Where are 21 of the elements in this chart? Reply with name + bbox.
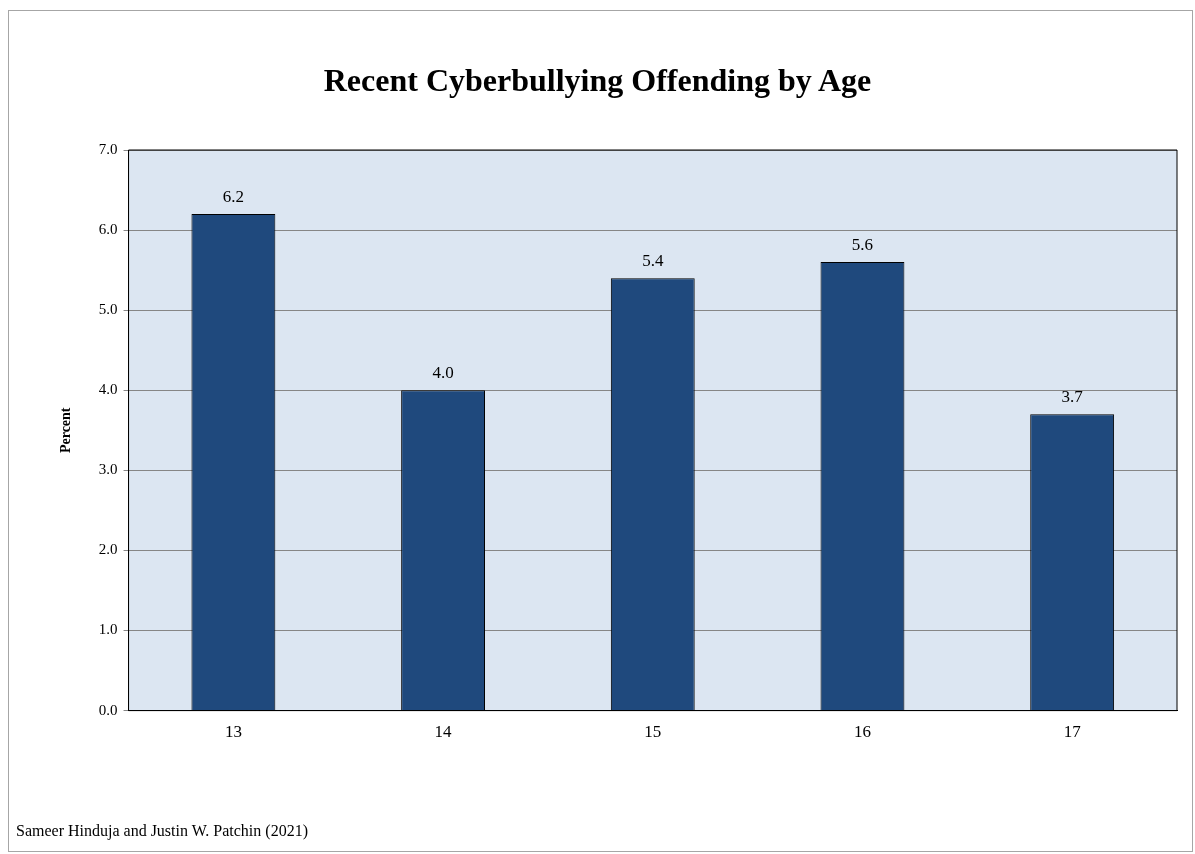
data-label: 3.7 bbox=[1061, 387, 1084, 407]
y-tick-label: 7.0 bbox=[98, 140, 118, 157]
x-tick-label: 13 bbox=[224, 722, 242, 742]
data-label: 4.0 bbox=[432, 363, 454, 383]
y-axis-title: Percent bbox=[58, 407, 74, 454]
chart-title: Recent Cyberbullying Offending by Age bbox=[322, 62, 873, 99]
x-tick-label: 14 bbox=[434, 722, 453, 742]
data-label: 5.4 bbox=[642, 251, 664, 271]
y-tick-label: 1.0 bbox=[98, 621, 118, 638]
y-tick-label: 0.0 bbox=[98, 701, 118, 718]
y-tick-label: 3.0 bbox=[98, 461, 118, 478]
y-tick-label: 4.0 bbox=[98, 381, 118, 398]
y-tick-label: 2.0 bbox=[98, 541, 118, 558]
x-tick-label: 17 bbox=[1063, 722, 1082, 742]
x-tick-label: 16 bbox=[853, 722, 871, 742]
y-tick-label: 6.0 bbox=[98, 221, 118, 238]
y-tick-label: 5.0 bbox=[98, 301, 118, 318]
data-label: 6.2 bbox=[222, 187, 245, 207]
text: Sameer Hinduja and Justin W. Patchin (2021) bbox=[16, 822, 308, 840]
data-label: 5.6 bbox=[851, 235, 874, 255]
x-tick-label: 15 bbox=[644, 722, 662, 742]
